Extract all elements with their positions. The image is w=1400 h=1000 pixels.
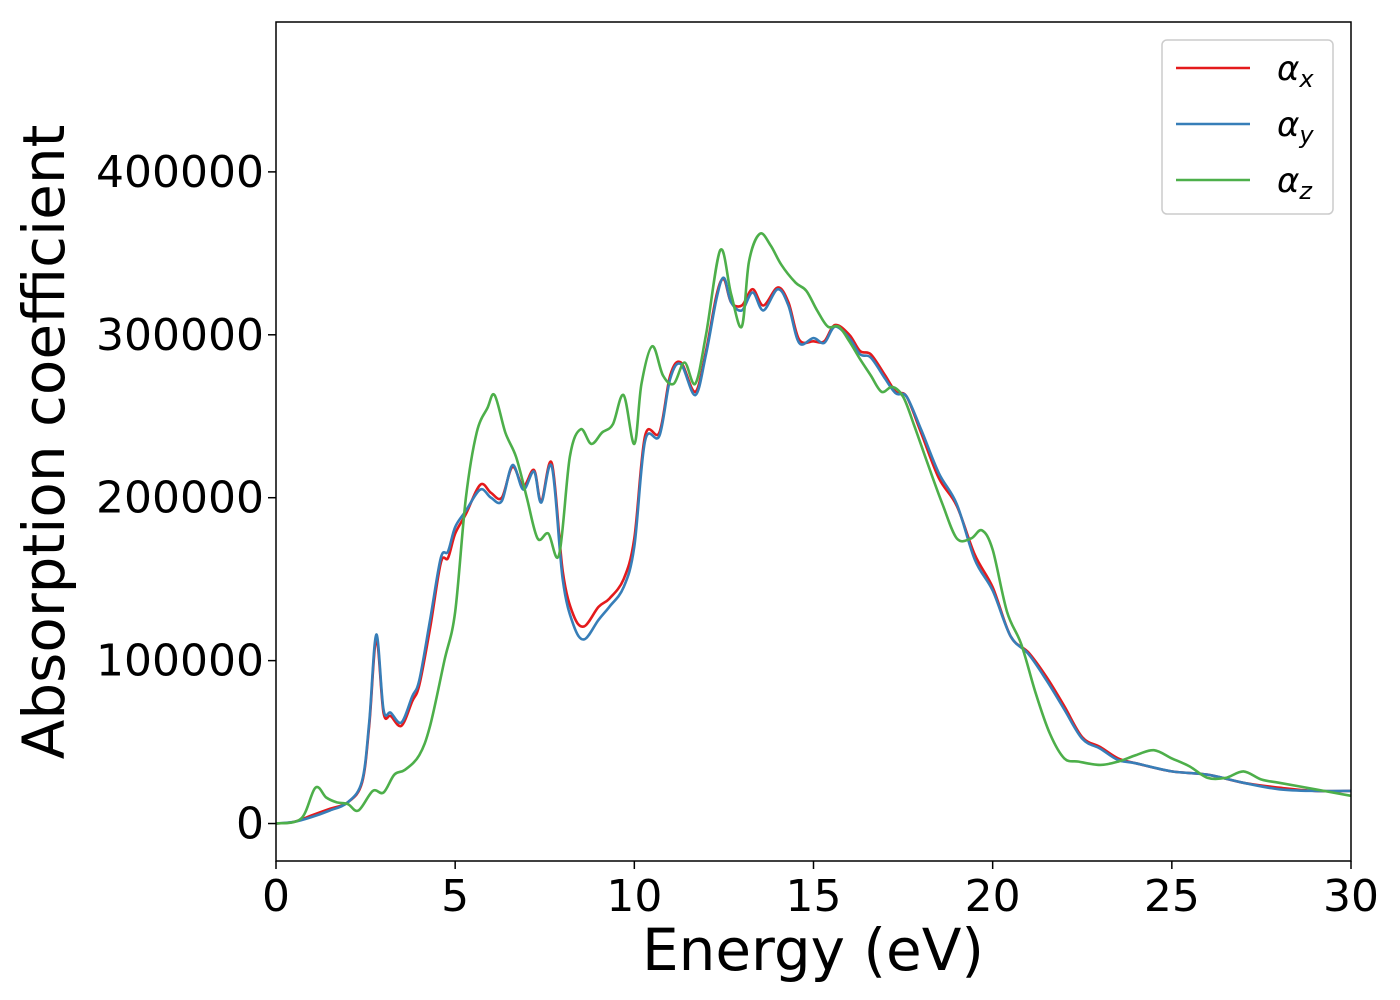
- x-tick-label: 20: [965, 871, 1021, 922]
- x-tick-label: 25: [1144, 871, 1200, 922]
- y-tick-label: 400000: [96, 147, 264, 198]
- x-axis-title: Energy (eV): [642, 916, 984, 984]
- series-line-z: [275, 232, 1352, 825]
- series-line-x: [275, 277, 1352, 825]
- plot-frame: [275, 21, 1352, 862]
- x-tick-label: 30: [1323, 871, 1379, 922]
- y-axis-title: Absorption coefficient: [10, 125, 78, 760]
- y-tick-label: 300000: [96, 310, 264, 361]
- y-tick-label: 100000: [96, 636, 264, 687]
- x-tick-label: 10: [606, 871, 662, 922]
- series-line-y: [275, 276, 1352, 825]
- x-tick-label: 15: [786, 871, 842, 922]
- series-layer: [275, 232, 1352, 825]
- ticks-layer: 0 5 10 15 20 25 30 0 100000 200000 300000 400000: [96, 147, 1379, 922]
- y-tick-label: 200000: [96, 473, 264, 524]
- legend-items: αx αy αz: [1176, 49, 1314, 205]
- legend-label-z: αz: [1277, 161, 1313, 205]
- legend-label-y: αy: [1277, 105, 1314, 149]
- x-tick-label: 5: [441, 871, 469, 922]
- y-tick-label: 0: [236, 799, 264, 850]
- legend: αx αy αz: [1161, 39, 1334, 215]
- x-tick-label: 0: [262, 871, 290, 922]
- legend-box: [1161, 39, 1334, 215]
- legend-label-x: αx: [1277, 49, 1314, 93]
